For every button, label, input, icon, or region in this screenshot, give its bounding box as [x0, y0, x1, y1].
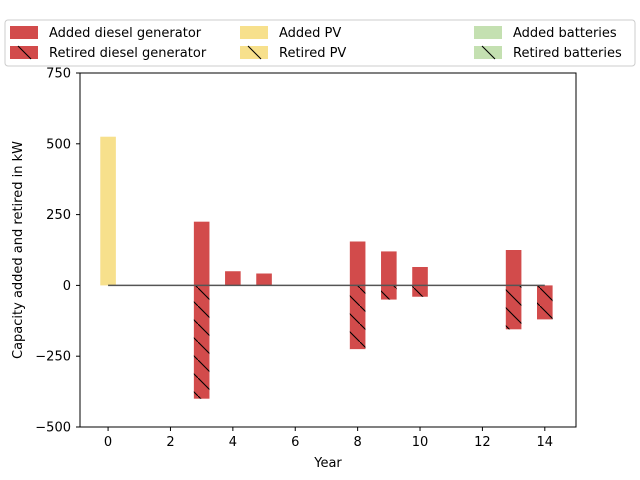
x-axis: 0 2 4 6 8 10 12 14	[104, 427, 553, 450]
x-tick-label: 0	[104, 435, 112, 450]
bar-added-diesel-x9	[381, 251, 397, 286]
x-tick-label: 6	[291, 435, 299, 450]
bar-added-pv-x0	[100, 136, 116, 286]
bar-added-diesel-x3	[193, 221, 210, 286]
bar-added-diesel-x5	[256, 273, 272, 286]
bar-retired-diesel-x13-hatch	[505, 285, 522, 330]
plot-frame	[79, 72, 577, 428]
x-tick-label: 8	[353, 435, 361, 450]
bar-retired-diesel-x8-hatch	[349, 285, 366, 350]
bar-added-diesel-x13	[505, 250, 522, 286]
legend-added-batteries-swatch	[474, 26, 502, 39]
legend-retired-diesel-label: Retired diesel generator	[49, 46, 207, 61]
x-axis-title: Year	[313, 456, 342, 471]
x-tick-label: 10	[412, 435, 429, 450]
y-axis: −500 −250 0 250 500 750	[35, 67, 80, 436]
x-tick-label: 12	[474, 435, 491, 450]
bar-retired-diesel-x3-hatch	[193, 285, 210, 399]
bar-added-diesel-x4	[225, 271, 241, 286]
chart-legend: Added diesel generator Added PV Added batt…	[4, 19, 636, 67]
legend-retired-pv-label: Retired PV	[279, 46, 346, 61]
legend-retired-batteries-label: Retired batteries	[513, 46, 622, 61]
legend-retired-batteries-swatch-hatch	[481, 45, 496, 60]
y-axis-title: Capacity added and retired in kW	[11, 141, 26, 359]
bar-added-diesel-x10	[412, 266, 428, 286]
bar-retired-diesel-x9-hatch	[381, 285, 397, 300]
legend-retired-diesel-swatch-hatch	[17, 45, 32, 60]
bar-retired-diesel-x14-hatch	[537, 285, 553, 320]
x-tick-label: 4	[229, 435, 237, 450]
bar-added-diesel-x8	[349, 241, 366, 286]
y-tick-label: 750	[46, 67, 71, 82]
bars-layer	[100, 136, 553, 399]
legend-retired-pv-swatch-hatch	[247, 45, 262, 60]
legend-added-diesel-swatch	[10, 26, 38, 39]
y-tick-label: 250	[46, 208, 71, 223]
legend-added-diesel-label: Added diesel generator	[49, 26, 202, 41]
y-tick-label: 500	[46, 137, 71, 152]
y-tick-label: 0	[63, 279, 71, 294]
x-tick-label: 14	[537, 435, 554, 450]
legend-added-pv-swatch	[240, 26, 268, 39]
legend-added-batteries-label: Added batteries	[513, 26, 617, 41]
bar-retired-diesel-x10-hatch	[412, 285, 428, 297]
x-tick-label: 2	[166, 435, 174, 450]
y-tick-label: −500	[35, 421, 71, 436]
y-tick-label: −250	[35, 350, 71, 365]
legend-added-pv-label: Added PV	[279, 26, 341, 41]
